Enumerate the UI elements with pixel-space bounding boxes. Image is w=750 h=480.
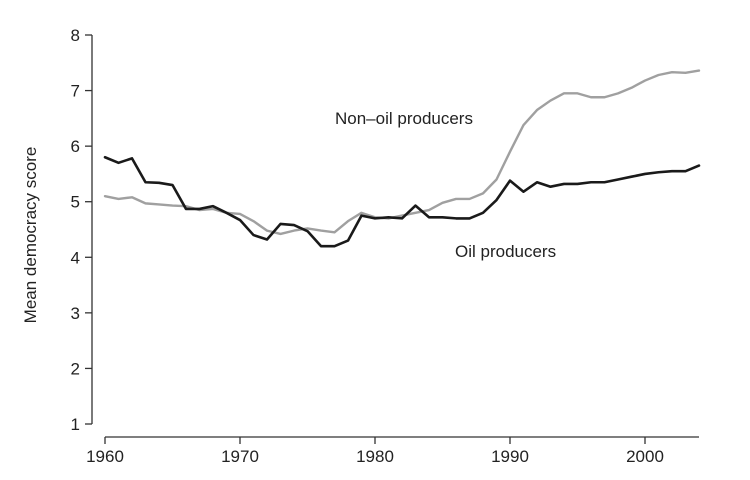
y-tick-label: 8 [71,26,80,45]
y-tick-label: 5 [71,193,80,212]
y-tick-label: 4 [71,248,80,267]
series-label-oil-producers: Oil producers [455,242,556,261]
series-line-non-oil-producers [103,69,701,236]
y-tick-label: 6 [71,137,80,156]
x-tick-label: 1980 [356,447,394,466]
series-layer [103,69,701,248]
axes: 1 2 3 4 5 6 7 8 1960 1970 1980 1990 2000 [71,26,699,466]
y-tick-label: 7 [71,82,80,101]
series-label-non-oil-producers: Non–oil producers [335,109,473,128]
series-line-oil-producers [103,155,701,248]
x-tick-label: 2000 [626,447,664,466]
x-tick-label: 1960 [86,447,124,466]
labels-layer: Mean democracy score Non–oil producers O… [21,109,556,323]
x-tick-label: 1970 [221,447,259,466]
y-tick-label: 1 [71,415,80,434]
y-tick-label: 3 [71,304,80,323]
y-tick-label: 2 [71,359,80,378]
x-tick-label: 1990 [491,447,529,466]
y-axis-title: Mean democracy score [21,147,40,324]
